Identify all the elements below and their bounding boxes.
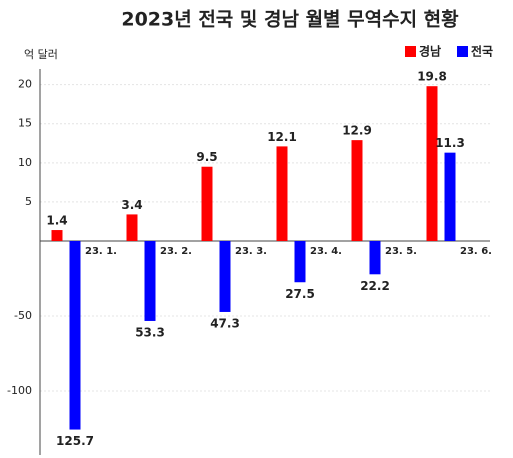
value-label: 1.4 (46, 214, 67, 228)
bar (276, 146, 288, 241)
x-tick-label: 23. 2. (160, 246, 192, 257)
y-tick-label: 20 (18, 78, 32, 91)
y-tick-label: 5 (25, 195, 32, 208)
x-tick-label: 23. 5. (385, 246, 417, 257)
bar (426, 86, 438, 241)
y-tick-label: -50 (14, 309, 32, 322)
value-label: 47.3 (210, 316, 240, 330)
legend-label: 경남 (419, 44, 441, 59)
x-tick-label: 23. 3. (235, 246, 267, 257)
bar (69, 241, 81, 430)
y-tick-label: 10 (18, 156, 32, 169)
value-label: 125.7 (56, 434, 94, 448)
bar (444, 152, 456, 241)
x-tick-label: 23. 6. (460, 246, 492, 257)
bar (201, 166, 213, 241)
legend-swatch (405, 46, 416, 57)
value-label: 27.5 (285, 287, 315, 301)
bar (51, 230, 63, 241)
bar (219, 241, 231, 312)
value-label: 11.3 (435, 136, 465, 150)
y-tick-label: 15 (18, 117, 32, 130)
bar (369, 241, 381, 275)
x-tick-label: 23. 1. (85, 246, 117, 257)
legend-label: 전국 (471, 44, 493, 59)
value-label: 3.4 (121, 198, 142, 212)
bar (351, 140, 363, 241)
legend-swatch (457, 46, 468, 57)
y-tick-label: -100 (7, 384, 32, 397)
value-label: 9.5 (196, 150, 217, 164)
value-label: 53.3 (135, 325, 165, 339)
value-label: 22.2 (360, 279, 390, 293)
value-label: 19.8 (417, 70, 447, 84)
chart-title: 2023년 전국 및 경남 월별 무역수지 현황 (121, 8, 459, 31)
bar (144, 241, 156, 321)
value-label: 12.1 (267, 130, 297, 144)
value-label: 12.9 (342, 124, 372, 138)
x-tick-label: 23. 4. (310, 246, 342, 257)
y-axis-label: 억 달러 (24, 48, 58, 61)
bar (294, 241, 306, 283)
bar (126, 214, 138, 241)
